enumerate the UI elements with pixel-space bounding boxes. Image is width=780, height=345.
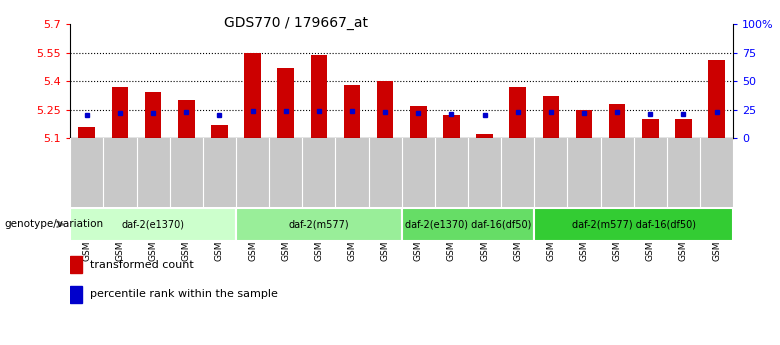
Bar xyxy=(112,87,128,138)
Text: percentile rank within the sample: percentile rank within the sample xyxy=(90,289,278,299)
Text: daf-2(e1370): daf-2(e1370) xyxy=(122,219,185,229)
Bar xyxy=(443,115,459,138)
Bar xyxy=(543,96,559,138)
Text: daf-2(m577): daf-2(m577) xyxy=(289,219,349,229)
Bar xyxy=(70,256,82,273)
Bar xyxy=(211,125,228,138)
Bar xyxy=(244,52,261,138)
Bar xyxy=(79,127,95,138)
Bar xyxy=(609,104,626,138)
Bar xyxy=(344,85,360,138)
Bar xyxy=(534,208,733,241)
Bar xyxy=(145,92,161,138)
Text: daf-2(e1370) daf-16(df50): daf-2(e1370) daf-16(df50) xyxy=(405,219,531,229)
Bar xyxy=(377,81,393,138)
Text: genotype/variation: genotype/variation xyxy=(4,219,103,229)
Bar xyxy=(278,68,294,138)
Bar xyxy=(477,134,493,138)
Bar xyxy=(402,208,534,241)
Bar xyxy=(236,208,402,241)
Text: GDS770 / 179667_at: GDS770 / 179667_at xyxy=(225,16,368,30)
Bar xyxy=(708,60,725,138)
Bar xyxy=(70,208,236,241)
Bar xyxy=(509,87,526,138)
Bar xyxy=(310,55,327,138)
Bar xyxy=(178,100,194,138)
Bar xyxy=(576,109,592,138)
Bar xyxy=(675,119,692,138)
Bar xyxy=(70,286,82,303)
Text: daf-2(m577) daf-16(df50): daf-2(m577) daf-16(df50) xyxy=(572,219,696,229)
Bar xyxy=(642,119,658,138)
Bar xyxy=(410,106,427,138)
Text: transformed count: transformed count xyxy=(90,259,194,269)
